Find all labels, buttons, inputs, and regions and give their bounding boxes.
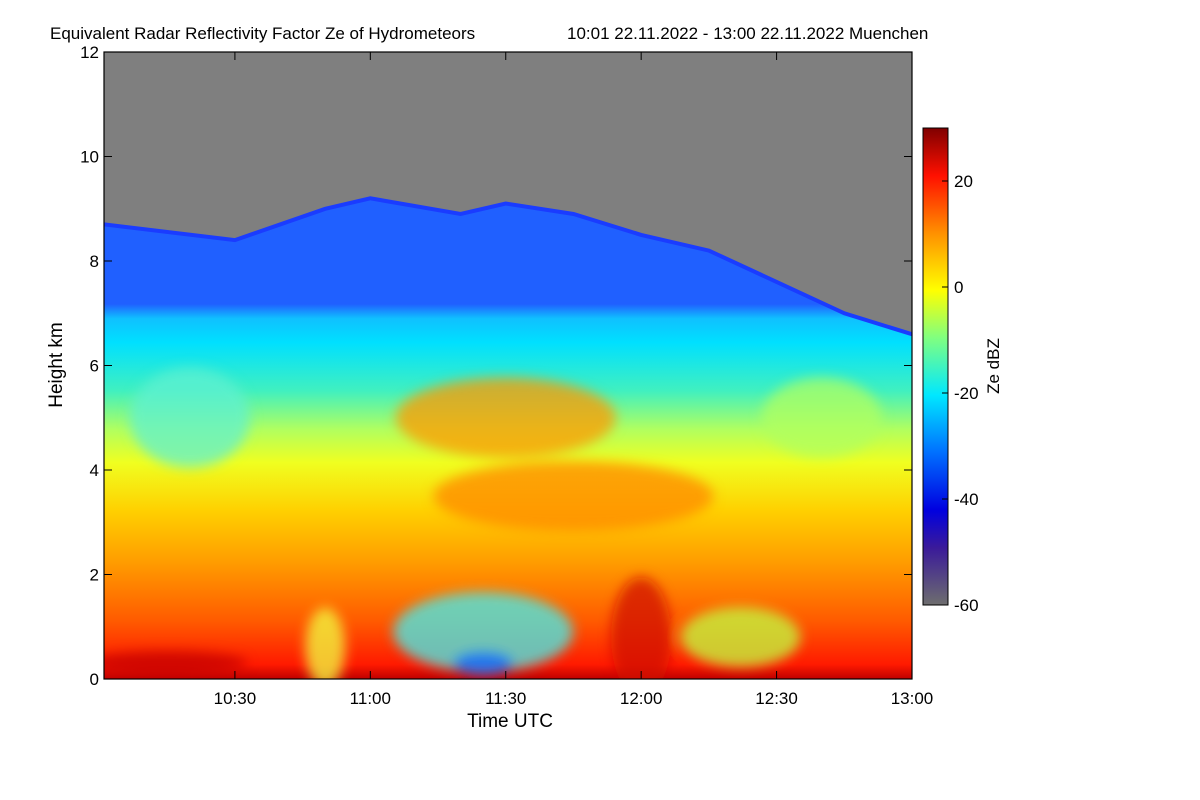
x-tick-label: 10:30 xyxy=(214,689,257,708)
chart-subtitle: 10:01 22.11.2022 - 13:00 22.11.2022 Muen… xyxy=(567,24,928,43)
y-tick-label: 6 xyxy=(90,357,99,376)
field-blob xyxy=(433,461,714,532)
cloud-top-edge xyxy=(104,196,912,337)
colorbar-tick-label: -40 xyxy=(954,490,979,509)
x-axis-label: Time UTC xyxy=(467,711,553,732)
colorbar-axis: 20 0 -20 -40 -60 xyxy=(942,172,979,615)
field-blob xyxy=(129,367,250,468)
y-tick-label: 12 xyxy=(80,43,99,62)
y-tick-label: 10 xyxy=(80,148,99,167)
chart-title: Equivalent Radar Reflectivity Factor Ze … xyxy=(50,24,475,43)
colorbar-tick-label: 20 xyxy=(954,172,973,191)
x-tick-label: 11:30 xyxy=(485,689,526,708)
field-blob xyxy=(395,377,616,458)
y-tick-label: 0 xyxy=(90,670,99,689)
x-tick-label: 12:00 xyxy=(620,689,663,708)
colorbar-label: Ze dBZ xyxy=(984,338,1003,394)
y-tick-label: 8 xyxy=(90,252,99,271)
field-blob xyxy=(393,591,574,672)
x-axis: 10:30 11:00 11:30 12:00 12:30 13:00 xyxy=(214,52,934,708)
y-tick-label: 2 xyxy=(90,566,99,585)
y-axis: 0 2 4 6 8 10 12 xyxy=(80,43,912,689)
field-blob xyxy=(104,651,248,676)
field-blob xyxy=(680,607,801,668)
colorbar-tick-label: -20 xyxy=(954,384,979,403)
field-blob xyxy=(611,577,672,679)
x-tick-label: 11:00 xyxy=(350,689,391,708)
field-blob xyxy=(305,607,346,679)
x-tick-label: 12:30 xyxy=(755,689,798,708)
colorbar xyxy=(922,127,949,606)
x-tick-label: 13:00 xyxy=(891,689,934,708)
y-tick-label: 4 xyxy=(90,461,99,480)
colorbar-tick-label: -60 xyxy=(954,596,979,615)
colorbar-tick-label: 0 xyxy=(954,278,963,297)
plot-area xyxy=(104,52,912,679)
field-blob xyxy=(453,651,514,676)
field-blob xyxy=(761,377,882,458)
y-axis-label: Height km xyxy=(46,322,67,408)
